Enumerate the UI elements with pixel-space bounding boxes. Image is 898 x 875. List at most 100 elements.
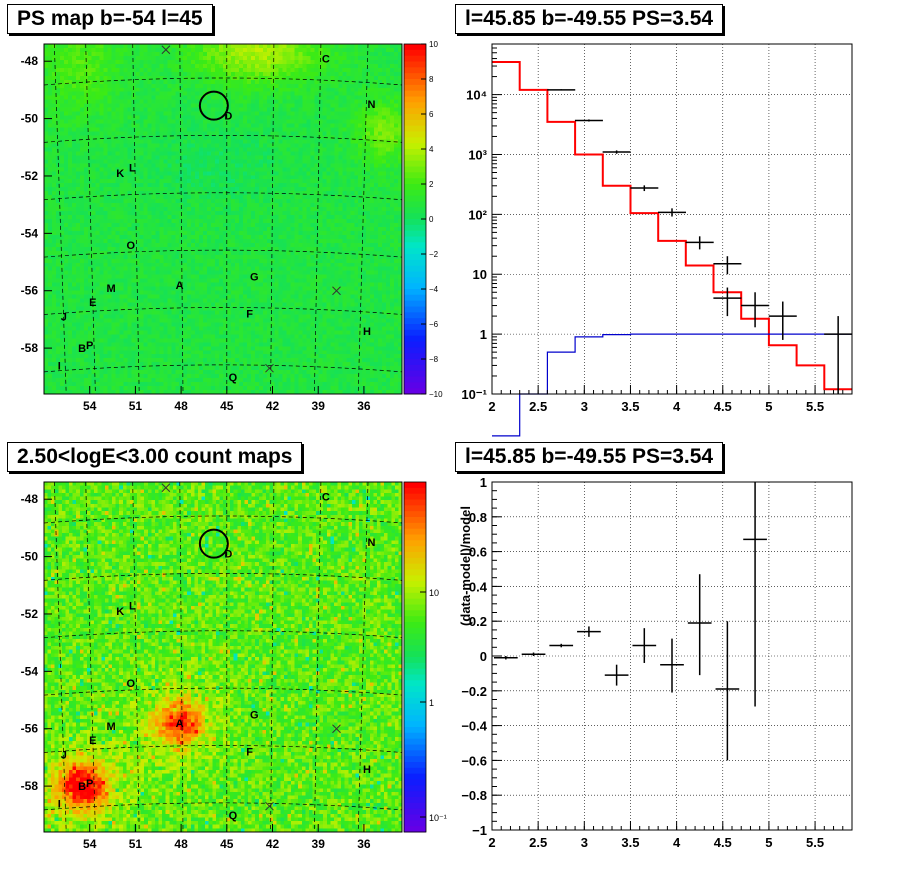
excluded-source-marker [332, 724, 341, 734]
ps-colorbar-tick-label: −8 [429, 355, 439, 364]
count-map-y-tick-label: -58 [21, 779, 39, 793]
count-map-frame [43, 481, 403, 833]
ratio-y-axis-label: (data-model)/model [458, 506, 473, 626]
ps-colorbar-tick-label: 8 [429, 75, 434, 84]
spectrum-y-tick-label: 10⁻¹ [461, 387, 487, 402]
source-label-H: H [363, 326, 371, 338]
ps-map-x-tick-label: 39 [312, 399, 326, 413]
ratio-data-point [715, 621, 740, 761]
ratio-data-point [521, 652, 546, 656]
ratio-data-point [632, 628, 657, 663]
ratio-x-tick-label: 2 [488, 835, 495, 850]
source-label-M: M [106, 721, 115, 733]
spectrum-y-tick-label: 1 [480, 327, 487, 342]
ps-map-frame [43, 43, 403, 395]
target-circle [198, 528, 229, 559]
source-label-J: J [61, 750, 67, 762]
ps-map-x-tick-label: 42 [266, 399, 280, 413]
ps-map-y-tick-label: -48 [21, 54, 39, 68]
ps-map-x-tick-label: 48 [174, 399, 188, 413]
ratio-data-point [604, 664, 629, 686]
spectrum-data-point [574, 119, 603, 122]
source-label-B: B [78, 781, 86, 793]
ps-colorbar-tick-label: −4 [429, 285, 439, 294]
count-colorbar-tick-label: 10 [429, 588, 439, 598]
source-label-K: K [116, 168, 124, 180]
source-label-Q: Q [229, 810, 238, 822]
source-label-P: P [86, 340, 93, 352]
ps-spectrum-title: l=45.85 b=-49.55 PS=3.54 [455, 4, 724, 34]
ratio-x-tick-label: 3 [581, 835, 588, 850]
ratio-y-tick-label: −1 [472, 823, 487, 838]
spectrum-y-tick-label: 10⁴ [466, 88, 487, 103]
ps-colorbar-tick-label: 0 [429, 215, 434, 224]
source-label-G: G [250, 709, 259, 721]
ratio-y-tick-label: 0.4 [469, 579, 488, 594]
spectrum-data-point [547, 89, 576, 91]
excluded-source-marker [161, 483, 171, 493]
spectrum-x-tick-label: 5.5 [806, 399, 824, 414]
spectrum-data-point [713, 256, 742, 275]
count-map-x-tick-label: 39 [312, 837, 326, 851]
ps-map-y-tick-label: -52 [21, 169, 39, 183]
ps-colorbar-tick-label: −6 [429, 320, 439, 329]
ps-map-y-tick-label: -56 [21, 284, 39, 298]
spectrum-model-line [492, 61, 852, 391]
spectrum-x-tick-label: 4 [673, 399, 681, 414]
ps-colorbar-tick-label: 6 [429, 110, 434, 119]
spectrum-x-tick-label: 4.5 [714, 399, 732, 414]
source-label-I: I [58, 798, 61, 810]
excluded-source-marker [265, 363, 274, 373]
ps-map-plot: 54 51 48 45 42 39 36 -48 -50 -52 -54 -56 -58 C N D K L O G A… [21, 43, 403, 413]
ratio-data-point [494, 656, 518, 660]
source-label-K: K [116, 606, 124, 618]
count-map-y-tick-label: -52 [21, 607, 39, 621]
source-label-N: N [368, 537, 376, 549]
count-map-x-tick-label: 48 [174, 837, 188, 851]
ratio-y-tick-label: 0.2 [469, 614, 487, 629]
source-label-J: J [61, 312, 67, 324]
ratio-y-tick-label: −0.6 [461, 753, 487, 768]
source-label-I: I [58, 360, 61, 372]
excluded-source-marker [265, 801, 274, 811]
spectrum-data-point [658, 208, 686, 217]
source-label-D: D [224, 111, 232, 123]
ratio-x-tick-label: 4.5 [714, 835, 732, 850]
count-colorbar-tick-label: 10⁻¹ [429, 813, 447, 823]
spectrum-data-point [824, 316, 853, 394]
source-label-D: D [224, 549, 232, 561]
ps-map-pixels [44, 44, 403, 395]
spectrum-y-tick-label: 10³ [468, 147, 487, 162]
source-label-E: E [89, 297, 96, 309]
ratio-data-point [687, 574, 712, 676]
ps-map-x-tick-label: 54 [83, 399, 97, 413]
source-label-G: G [250, 271, 259, 283]
source-label-A: A [176, 718, 184, 730]
ps-map-y-tick-label: -58 [21, 341, 39, 355]
spectrum-y-tick-label: 10² [468, 207, 487, 222]
ratio-data-point [743, 482, 767, 707]
spectrum-x-tick-label: 5 [765, 399, 772, 414]
ratio-y-tick-label: 1 [480, 475, 487, 490]
ps-map-y-tick-label: -50 [21, 112, 39, 126]
spectrum-data-point [630, 185, 659, 192]
ps-colorbar-tick-label: 10 [429, 40, 438, 49]
ratio-data-point [577, 626, 601, 637]
ratio-x-tick-label: 4 [673, 835, 681, 850]
ratio-y-tick-label: −0.4 [461, 719, 487, 734]
spectrum-y-tick-label: 10 [473, 267, 487, 282]
ps-map-x-tick-label: 45 [220, 399, 234, 413]
spectrum-x-tick-label: 2 [488, 399, 495, 414]
source-label-O: O [127, 678, 136, 690]
source-label-Q: Q [229, 372, 238, 384]
source-label-N: N [368, 99, 376, 111]
ps-colorbar-tick-label: −10 [429, 390, 443, 399]
source-label-F: F [246, 309, 253, 321]
ps-colorbar-tick-label: 4 [429, 145, 434, 154]
ratio-y-tick-label: −0.8 [461, 788, 487, 803]
spectrum-data-point [768, 301, 797, 340]
source-label-H: H [363, 764, 371, 776]
source-label-P: P [86, 778, 93, 790]
count-map-x-tick-label: 36 [357, 837, 371, 851]
